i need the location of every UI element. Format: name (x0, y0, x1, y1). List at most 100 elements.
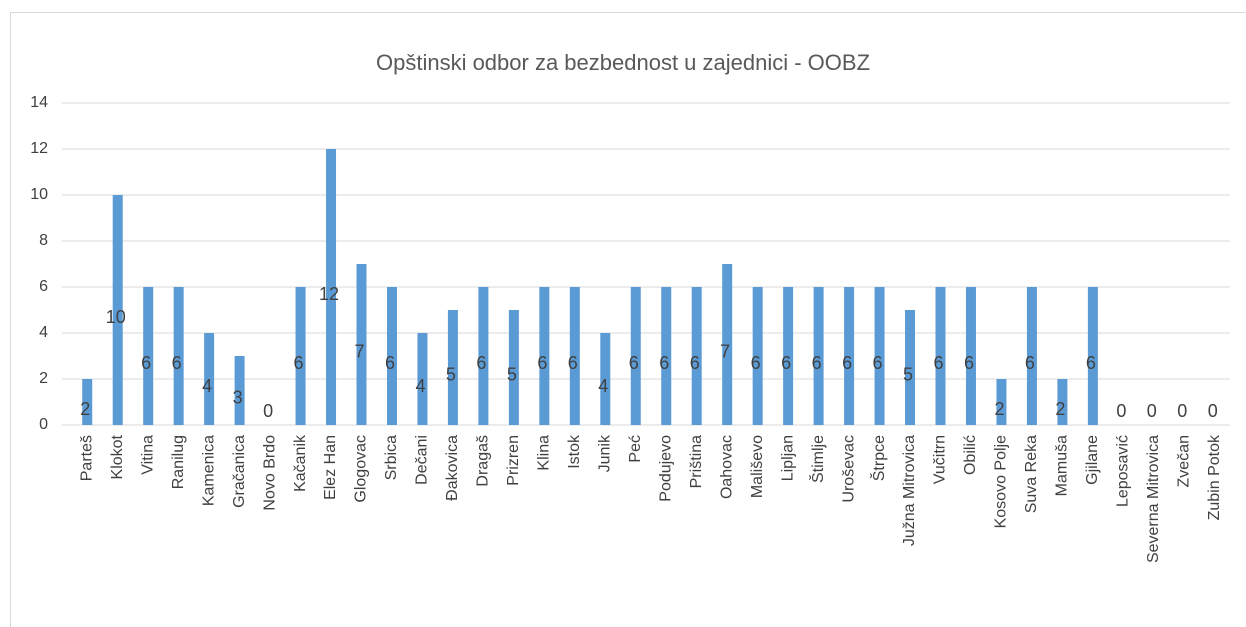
x-tick-label: Klokot (109, 434, 126, 479)
bar (905, 310, 916, 425)
x-tick-label: Južna Mitrovica (901, 435, 918, 546)
data-label: 5 (507, 364, 517, 384)
x-tick-label: Kamenica (200, 435, 217, 506)
x-tick-label: Kačanik (292, 434, 309, 492)
bar (1057, 379, 1068, 425)
bar (508, 310, 519, 425)
bar (447, 310, 458, 425)
bar (600, 333, 611, 425)
bar (356, 264, 367, 425)
x-tick-label: Istok (566, 434, 583, 469)
bar (661, 287, 672, 425)
data-label: 6 (933, 353, 943, 373)
data-label: 4 (202, 376, 212, 396)
x-tick-label: Lipljan (779, 435, 796, 481)
data-label: 5 (903, 364, 913, 384)
x-tick-label: Prizren (505, 435, 522, 486)
data-label: 0 (1208, 401, 1218, 421)
data-label: 6 (629, 353, 639, 373)
bar (386, 287, 397, 425)
x-tick-label: Vitina (139, 435, 156, 475)
x-tick-label: Priština (688, 435, 705, 488)
data-label: 2 (994, 399, 1004, 419)
bar (569, 287, 580, 425)
x-tick-label: Oahovac (718, 435, 735, 499)
data-label: 0 (1116, 401, 1126, 421)
data-label: 6 (385, 353, 395, 373)
data-label: 6 (1086, 353, 1096, 373)
y-tick-label: 0 (39, 416, 48, 433)
x-tick-label: Štimlje (808, 435, 827, 483)
bar (143, 287, 154, 425)
bar (1026, 287, 1037, 425)
y-tick-label: 12 (30, 140, 48, 157)
data-label: 6 (476, 353, 486, 373)
bar (996, 379, 1007, 425)
bar (965, 287, 976, 425)
bar (844, 287, 855, 425)
chart-frame (10, 12, 1246, 627)
bar (813, 287, 824, 425)
data-label: 6 (842, 353, 852, 373)
bar (478, 287, 489, 425)
data-label: 6 (659, 353, 669, 373)
y-tick-label: 14 (30, 94, 48, 111)
x-tick-label: Mališevo (749, 435, 766, 498)
bar (112, 195, 123, 425)
data-label: 10 (106, 307, 126, 327)
data-label: 3 (233, 387, 243, 407)
bar (1087, 287, 1098, 425)
bar (204, 333, 215, 425)
data-label: 6 (141, 353, 151, 373)
x-tick-label: Glogovac (353, 435, 370, 503)
y-tick-label: 4 (39, 324, 48, 341)
data-label: 5 (446, 364, 456, 384)
x-tick-label: Mamuša (1054, 435, 1071, 496)
bar (783, 287, 794, 425)
bar (935, 287, 946, 425)
y-tick-label: 10 (30, 186, 48, 203)
bar (539, 287, 550, 425)
data-label: 6 (1025, 353, 1035, 373)
x-tick-label: Severna Mitrovica (1145, 435, 1162, 563)
data-label: 0 (1177, 401, 1187, 421)
x-tick-label: Klina (536, 435, 553, 471)
data-label: 0 (1147, 401, 1157, 421)
x-tick-label: Gračanica (231, 435, 248, 508)
x-tick-label: Dragaš (475, 435, 492, 487)
x-tick-label: Zvečan (1176, 435, 1193, 487)
data-label: 0 (263, 401, 273, 421)
data-label: 2 (1055, 399, 1065, 419)
bar (874, 287, 885, 425)
x-tick-label: Vučitrn (932, 435, 949, 484)
x-tick-label: Zubin Potok (1206, 434, 1223, 520)
data-label: 6 (781, 353, 791, 373)
bar (722, 264, 733, 425)
bar (752, 287, 763, 425)
bar (295, 287, 306, 425)
y-tick-label: 2 (39, 370, 48, 387)
x-tick-label: Elez Han (322, 435, 339, 500)
data-label: 6 (172, 353, 182, 373)
y-tick-label: 6 (39, 278, 48, 295)
data-label: 7 (720, 341, 730, 361)
bar (630, 287, 641, 425)
x-tick-label: Parteš (78, 435, 95, 481)
x-tick-label: Podujevo (657, 435, 674, 502)
data-label: 12 (319, 284, 339, 304)
data-label: 2 (80, 399, 90, 419)
x-tick-label: Obilić (962, 435, 979, 475)
data-label: 6 (537, 353, 547, 373)
x-tick-label: Đakovica (444, 435, 461, 501)
data-label: 4 (598, 376, 608, 396)
y-tick-label: 8 (39, 232, 48, 249)
chart-title: Opštinski odbor za bezbednost u zajednic… (376, 50, 870, 75)
bar (417, 333, 428, 425)
x-tick-label: Suva Reka (1023, 435, 1040, 513)
data-label: 6 (294, 353, 304, 373)
bar (326, 149, 337, 425)
bar (691, 287, 702, 425)
data-label: 6 (690, 353, 700, 373)
bar (234, 356, 245, 425)
